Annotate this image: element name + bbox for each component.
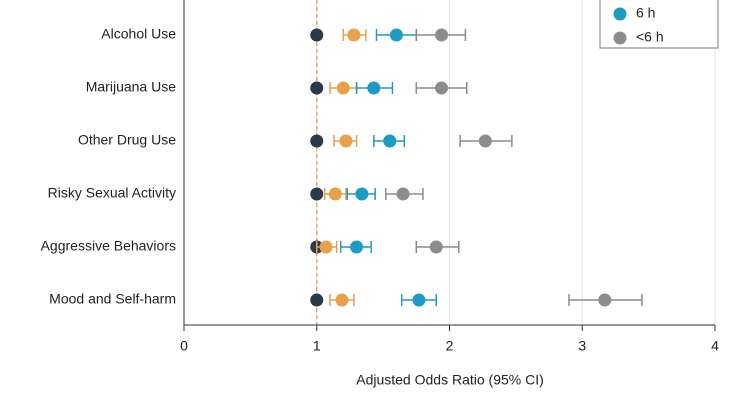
legend-marker (613, 31, 627, 45)
y-tick-label: Aggressive Behaviors (41, 238, 176, 254)
y-tick-label: Marijuana Use (86, 79, 176, 95)
x-tick-label: 4 (711, 338, 719, 354)
y-tick-label: Risky Sexual Activity (48, 185, 176, 201)
point (310, 293, 324, 307)
y-tick-label: Mood and Self-harm (49, 291, 176, 307)
point (347, 28, 361, 42)
x-axis-label: Adjusted Odds Ratio (95% CI) (356, 372, 544, 388)
point (367, 81, 381, 95)
point (310, 134, 324, 148)
legend-marker (613, 7, 627, 21)
point (396, 187, 410, 201)
point (435, 81, 449, 95)
point (328, 187, 342, 201)
point (412, 293, 426, 307)
point (310, 187, 324, 201)
point (435, 28, 449, 42)
point (598, 293, 612, 307)
y-tick-label: Other Drug Use (78, 132, 176, 148)
point (355, 187, 369, 201)
point (383, 134, 397, 148)
point (336, 81, 350, 95)
legend-label: 6 h (636, 5, 655, 21)
point (319, 240, 333, 254)
legend-label: <6 h (636, 29, 664, 45)
x-tick-label: 3 (578, 338, 586, 354)
y-tick-label: Alcohol Use (101, 26, 176, 42)
point (389, 28, 403, 42)
point (350, 240, 364, 254)
point (429, 240, 443, 254)
point (335, 293, 349, 307)
point (310, 28, 324, 42)
x-tick-label: 0 (180, 338, 188, 354)
point (478, 134, 492, 148)
point (310, 81, 324, 95)
point (339, 134, 353, 148)
x-tick-label: 1 (313, 338, 321, 354)
x-tick-label: 2 (446, 338, 454, 354)
